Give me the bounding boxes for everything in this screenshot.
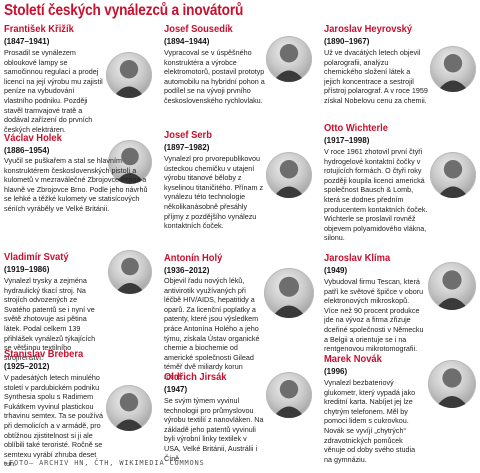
- person-text: Vynalezl bezbateriový glukometr, který v…: [324, 378, 416, 464]
- portrait-svaty-photo: [108, 250, 152, 294]
- portrait-wichterle-photo: [430, 152, 476, 198]
- person-years: (1917–1998): [324, 136, 370, 145]
- person-years: (1925–2012): [4, 362, 50, 371]
- person-name: Oldřich Jirsák: [164, 372, 227, 383]
- person-name: Otto Wichterle: [324, 123, 388, 134]
- person-text: Se svým týmem vyvinul technologii pro pr…: [164, 396, 264, 463]
- portrait-brebera-photo: [106, 385, 152, 431]
- person-name: Jaroslav Heyrovský: [324, 24, 413, 35]
- person-years: (1947): [164, 385, 188, 394]
- person-years: (1894–1944): [164, 37, 210, 46]
- person-name: Stanislav Brebera: [4, 349, 84, 360]
- person-text: Vybudoval firmu Tescan, která patří ke s…: [324, 277, 424, 354]
- person-years: (1949): [324, 266, 348, 275]
- person-name: Vladimír Svatý: [4, 252, 69, 263]
- portrait-serb-photo: [266, 152, 312, 198]
- portrait-klima-photo: [428, 262, 476, 310]
- card-svaty: Vladimír Svatý (1919–1986) Vynalezl trys…: [4, 252, 154, 362]
- person-name: Marek Novák: [324, 354, 382, 365]
- card-serb: Josef Serb (1897–1982) Vynalezl pro prvo…: [164, 130, 314, 231]
- person-text: V padesátých letech minulého století v p…: [4, 373, 103, 469]
- person-text-holek: Vyučil se puškařem a stal se hlavním kon…: [4, 156, 148, 213]
- person-text: Vypracoval se v úspěšného konstruktéra a…: [164, 48, 265, 105]
- person-years: (1919–1986): [4, 265, 50, 274]
- person-years: (1886–1954): [4, 146, 50, 155]
- person-name: Jaroslav Klíma: [324, 253, 391, 264]
- person-years: (1847–1941): [4, 37, 50, 46]
- card-sousedik: Josef Sousedík (1894–1944) Vypracoval se…: [164, 24, 314, 106]
- card-klima: Jaroslav Klíma (1949) Vybudoval firmu Te…: [324, 253, 476, 354]
- person-text: Vynalezl pro prvorepublikovou ústeckou c…: [164, 154, 264, 231]
- person-years: (1890–1967): [324, 37, 370, 46]
- portrait-holek-photo: [108, 140, 152, 184]
- portrait-heyrovsky-photo: [430, 46, 476, 92]
- card-jirsak: Oldřich Jirsák (1947) Se svým týmem vyvi…: [164, 372, 314, 463]
- portrait-jirsak-photo: [266, 372, 312, 418]
- person-name: Josef Serb: [164, 130, 212, 141]
- portrait-sousedik-photo: [266, 36, 312, 82]
- person-text: Vynalezl trysky a zejména hydraulický tk…: [4, 276, 96, 362]
- person-name: Antonín Holý: [164, 253, 223, 264]
- person-text: V roce 1961 zhotovil první čtyři hydroge…: [324, 147, 428, 243]
- page-title: Století českých vynálezců a inovátorů: [4, 2, 244, 19]
- person-name: František Křižík: [4, 24, 74, 35]
- card-heyrovsky: Jaroslav Heyrovský (1890–1967) Už ve dva…: [324, 24, 476, 106]
- person-name: Josef Sousedík: [164, 24, 233, 35]
- person-years: (1996): [324, 367, 348, 376]
- person-years: (1936–2012): [164, 266, 210, 275]
- card-brebera: Stanislav Brebera (1925–2012) V padesátý…: [4, 349, 154, 469]
- portrait-krizik-photo: [106, 52, 152, 98]
- card-holek: Václav Holek (1886–1954): [4, 133, 154, 195]
- portrait-holy-photo: [264, 268, 314, 318]
- card-holy: Antonín Holý (1936–2012): [164, 253, 314, 289]
- person-text: Už ve dvacátých letech objevil polarogra…: [324, 48, 428, 105]
- card-novak: Marek Novák (1996) Vynalezl bezbateriový…: [324, 354, 476, 464]
- person-text-holy: Objevil řadu nových léků, antivirotik vy…: [164, 276, 260, 381]
- card-krizik: František Křižík (1847–1941) Prosadil se…: [4, 24, 154, 134]
- person-name: Václav Holek: [4, 133, 62, 144]
- photo-credit: –FOTO– ARCHIV HN, ČTH, WIKIMEDIA COMMONS: [4, 459, 205, 467]
- person-years: (1897–1982): [164, 143, 210, 152]
- card-wichterle: Otto Wichterle (1917–1998) V roce 1961 z…: [324, 123, 476, 243]
- person-text: Prosadil se vynálezem obloukové lampy se…: [4, 48, 103, 134]
- portrait-novak-photo: [428, 360, 476, 408]
